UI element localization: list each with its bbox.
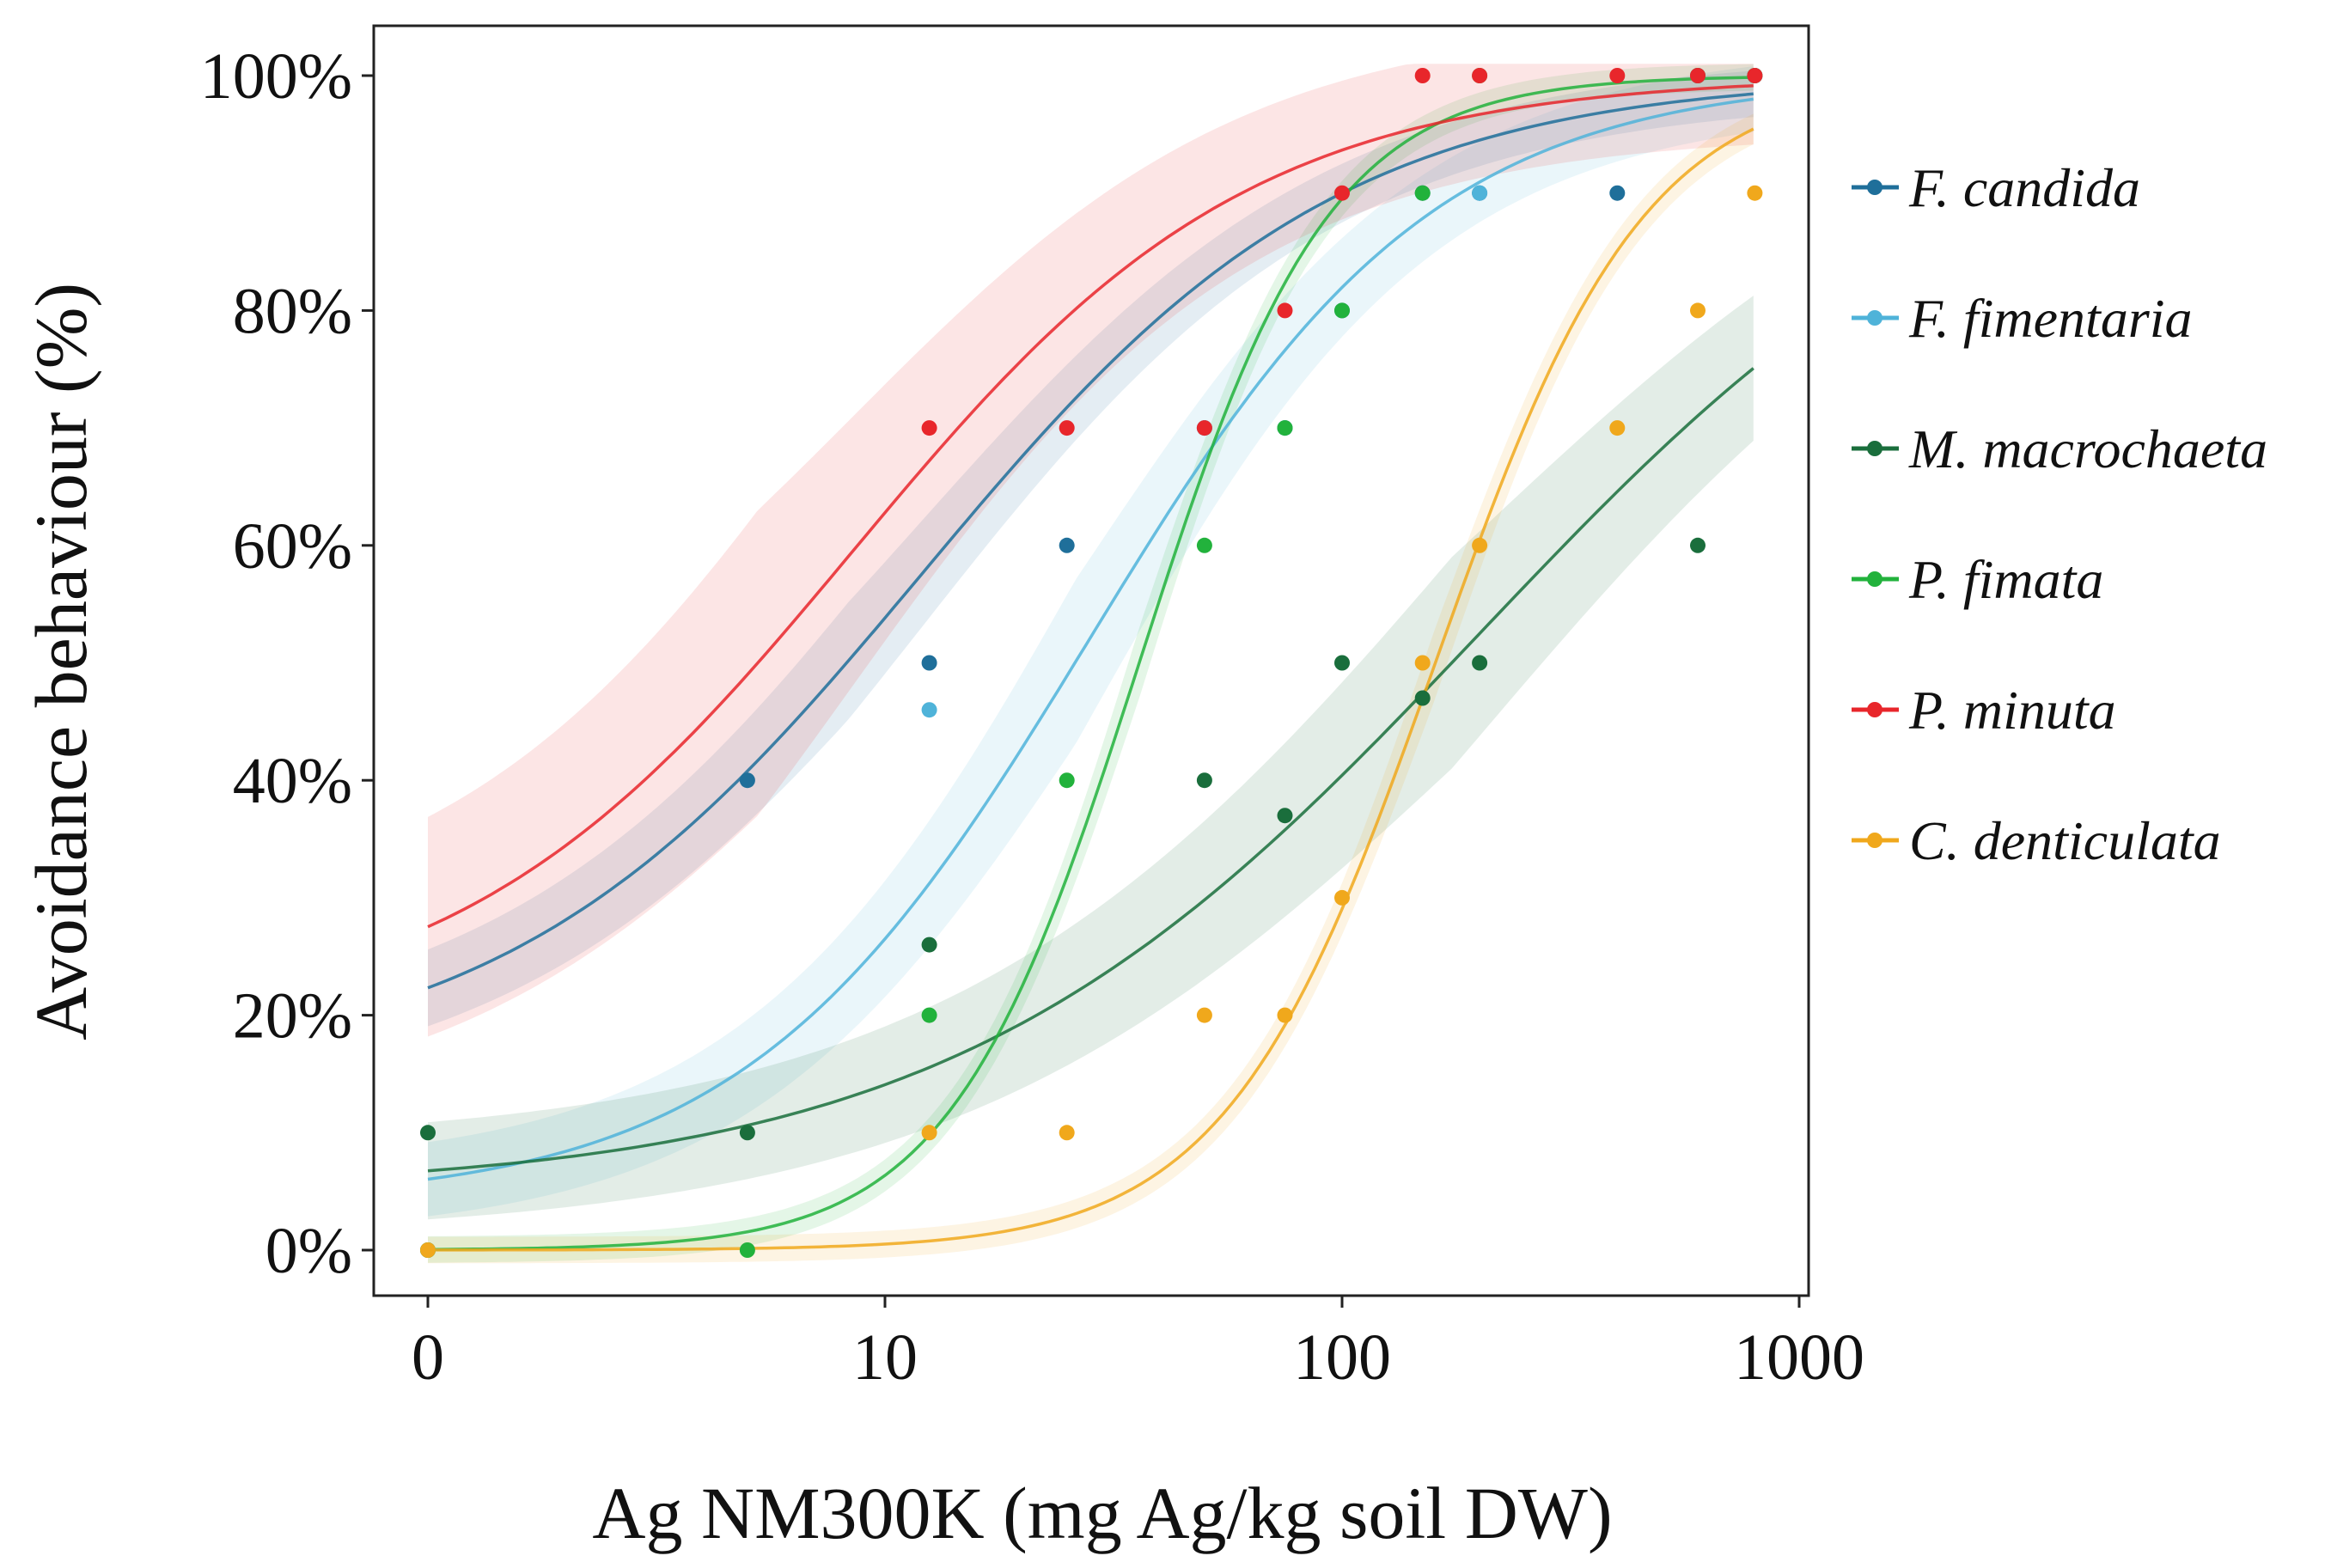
point-m-macrochaeta xyxy=(1277,808,1293,824)
point-p-minuta xyxy=(1334,185,1350,201)
legend-marker-f-candida xyxy=(1867,180,1882,195)
legend-marker-m-macrochaeta xyxy=(1867,441,1882,456)
point-p-minuta xyxy=(1690,68,1706,83)
legend-label-m-macrochaeta: M. macrochaeta xyxy=(1908,418,2267,479)
point-p-fimata xyxy=(1059,772,1075,789)
x-tick-label: 1000 xyxy=(1734,1321,1864,1394)
point-m-macrochaeta xyxy=(921,937,937,953)
point-m-macrochaeta xyxy=(420,1125,436,1141)
legend-marker-c-denticulata xyxy=(1867,833,1882,848)
legend-marker-f-fimentaria xyxy=(1867,310,1882,326)
y-axis-title: Avoidance behaviour (%) xyxy=(20,283,102,1040)
fit-curve-p-fimata xyxy=(427,76,1754,1252)
x-tick-label: 0 xyxy=(412,1321,444,1394)
point-p-fimata xyxy=(1414,185,1431,201)
point-p-fimata xyxy=(921,1007,937,1023)
point-c-denticulata xyxy=(1609,420,1626,436)
point-p-minuta xyxy=(1414,68,1431,83)
confidence-band-c-denticulata xyxy=(428,113,1754,1264)
point-c-denticulata xyxy=(1334,889,1350,906)
legend: F. candida F. fimentaria M. macrochaeta P. … xyxy=(1852,157,2267,871)
point-m-macrochaeta xyxy=(1472,655,1488,671)
plot-frame xyxy=(372,24,1810,1297)
legend-label-p-fimata: P. fimata xyxy=(1908,549,2103,610)
point-p-minuta xyxy=(1747,68,1763,83)
x-tick-label: 100 xyxy=(1293,1321,1391,1394)
fit-curve-f-fimentaria xyxy=(427,97,1754,1181)
legend-label-c-denticulata: C. denticulata xyxy=(1909,810,2221,871)
point-p-fimata xyxy=(1334,302,1350,319)
point-m-macrochaeta xyxy=(1690,537,1706,553)
point-f-candida xyxy=(1059,537,1075,553)
point-p-fimata xyxy=(1277,420,1293,436)
fit-curve-c-denticulata xyxy=(428,127,1754,1252)
point-m-macrochaeta xyxy=(1196,772,1212,789)
confidence-band-p-minuta xyxy=(428,64,1754,1037)
point-p-minuta xyxy=(1609,68,1626,83)
data-points xyxy=(420,68,1763,1258)
y-tick-label: 60% xyxy=(233,510,352,583)
y-tick-label: 20% xyxy=(233,980,352,1052)
confidence-band-f-fimentaria xyxy=(428,66,1754,1217)
point-f-candida xyxy=(921,655,937,671)
legend-marker-p-fimata xyxy=(1867,571,1882,587)
point-p-minuta xyxy=(1472,68,1488,83)
point-m-macrochaeta xyxy=(739,1125,755,1141)
legend-label-f-candida: F. candida xyxy=(1908,157,2140,218)
x-tick-label: 10 xyxy=(852,1321,918,1394)
y-axis-ticks: 0% 20% 40% 60% 80% 100% xyxy=(200,40,374,1287)
point-p-minuta xyxy=(921,420,937,436)
legend-marker-p-minuta xyxy=(1867,702,1882,717)
point-c-denticulata xyxy=(921,1125,937,1141)
point-c-denticulata xyxy=(1690,302,1706,319)
x-axis-title: Ag NM300K (mg Ag/kg soil DW) xyxy=(592,1472,1612,1554)
fit-curves xyxy=(427,76,1754,1252)
point-c-denticulata xyxy=(1747,185,1763,201)
point-f-fimentaria xyxy=(921,702,937,718)
y-tick-label: 40% xyxy=(233,745,352,817)
legend-label-p-minuta: P. minuta xyxy=(1908,680,2116,741)
y-tick-label: 80% xyxy=(233,275,352,347)
point-c-denticulata xyxy=(1196,1007,1212,1023)
point-c-denticulata xyxy=(1472,537,1488,553)
point-m-macrochaeta xyxy=(1334,655,1350,671)
point-p-fimata xyxy=(1196,537,1212,553)
point-f-candida xyxy=(739,772,755,789)
point-m-macrochaeta xyxy=(1414,690,1431,706)
point-c-denticulata xyxy=(1414,655,1431,671)
point-p-fimata xyxy=(739,1242,755,1258)
point-c-denticulata xyxy=(1277,1007,1293,1023)
x-axis-ticks: 0 10 100 1000 xyxy=(412,1296,1864,1394)
point-p-minuta xyxy=(1196,420,1212,436)
confidence-bands xyxy=(428,64,1754,1264)
fit-curve-m-macrochaeta xyxy=(427,367,1754,1173)
point-p-minuta xyxy=(1059,420,1075,436)
point-f-fimentaria xyxy=(1472,185,1488,201)
point-p-minuta xyxy=(1277,302,1293,319)
fit-curve-p-minuta xyxy=(427,83,1754,929)
point-f-candida xyxy=(1609,185,1626,201)
point-c-denticulata xyxy=(420,1242,436,1258)
fit-curve-f-candida xyxy=(427,92,1754,990)
legend-label-f-fimentaria: F. fimentaria xyxy=(1908,288,2193,349)
confidence-band-m-macrochaeta xyxy=(428,296,1754,1220)
y-tick-label: 100% xyxy=(200,40,352,113)
point-c-denticulata xyxy=(1059,1125,1075,1141)
confidence-band-f-candida xyxy=(428,70,1754,1027)
y-tick-label: 0% xyxy=(265,1215,352,1287)
